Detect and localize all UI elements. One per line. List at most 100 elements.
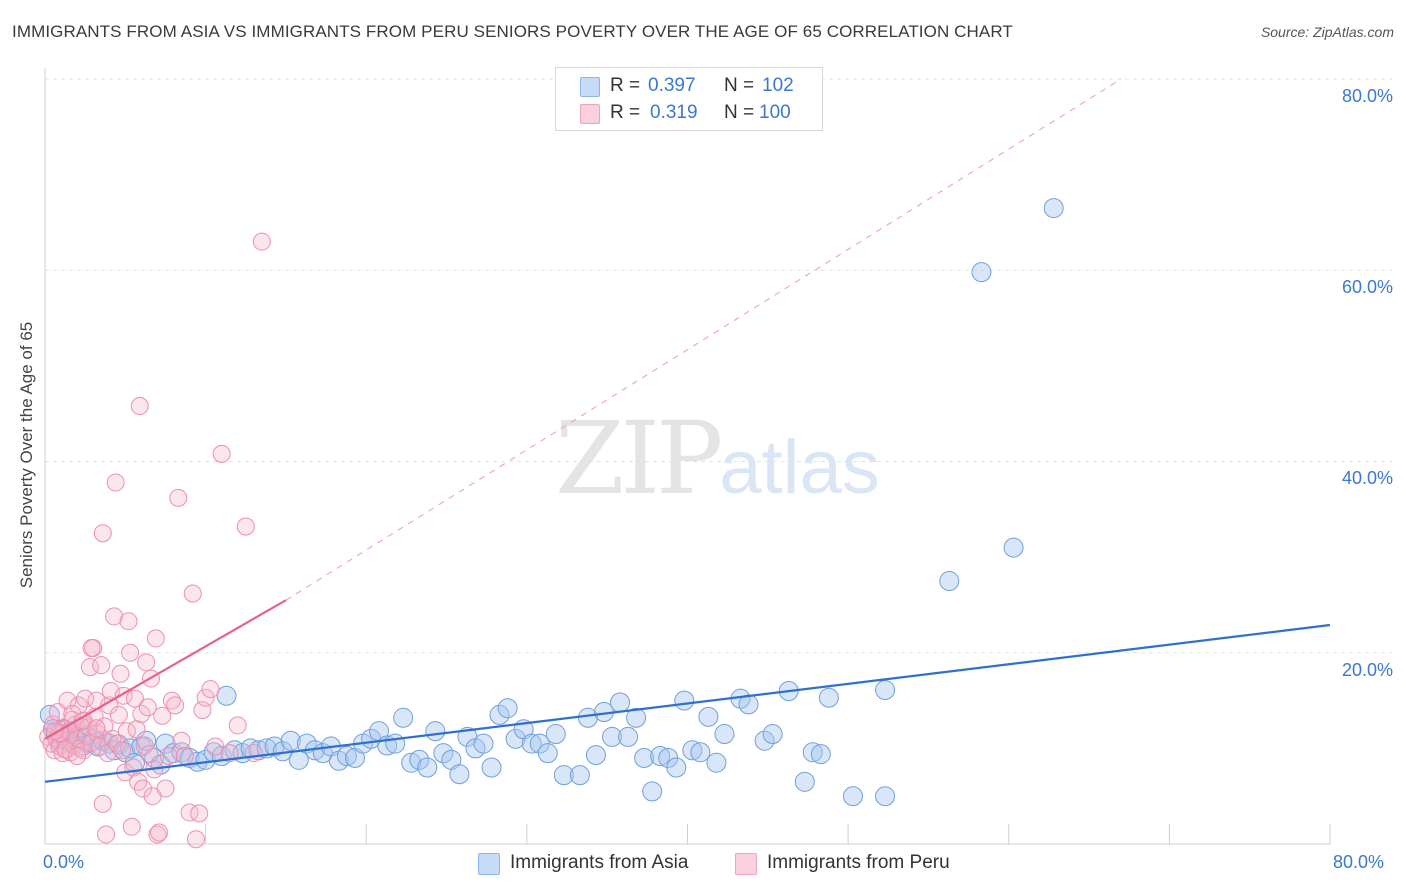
data-point-asia — [875, 680, 896, 701]
data-point-peru — [201, 680, 220, 699]
data-point-peru — [82, 638, 101, 657]
data-point-peru — [56, 740, 75, 759]
data-point-asia — [425, 721, 446, 742]
data-point-peru — [98, 744, 117, 763]
data-point-asia — [714, 724, 735, 745]
data-point-peru — [228, 716, 247, 735]
data-point-peru — [236, 517, 255, 536]
x-tick-label: 80.0% — [1333, 852, 1385, 872]
data-point-peru — [58, 691, 77, 710]
data-point-peru — [130, 397, 149, 416]
data-point-peru — [169, 488, 188, 507]
data-point-peru — [153, 706, 172, 725]
data-point-peru — [109, 705, 128, 724]
watermark-atlas: atlas — [719, 425, 880, 510]
data-point-asia — [650, 746, 671, 767]
data-point-peru — [80, 658, 99, 677]
data-point-peru — [220, 744, 239, 763]
data-point-asia — [473, 733, 494, 754]
data-point-asia — [401, 752, 422, 773]
data-point-asia — [634, 747, 655, 768]
y-tick-label: 60.0% — [1341, 277, 1393, 297]
bottom-legend-label-asia: Immigrants from Asia — [510, 852, 689, 873]
trendline-asia — [44, 623, 1331, 783]
legend-n-label: N = — [724, 75, 755, 96]
data-point-peru — [122, 817, 141, 836]
y-tick-label: 40.0% — [1341, 468, 1393, 488]
data-point-peru — [48, 703, 67, 722]
data-point-peru — [156, 779, 175, 798]
data-point-asia — [618, 726, 639, 747]
data-point-peru — [138, 698, 157, 717]
data-point-asia — [409, 749, 430, 770]
y-tick-label: 20.0% — [1341, 660, 1393, 680]
data-point-asia — [537, 743, 558, 764]
legend-r-label: R = — [610, 75, 641, 96]
trendline-peru-extended — [285, 78, 1122, 601]
data-point-peru — [175, 747, 194, 766]
legend-n-label: N = — [724, 102, 755, 123]
data-point-asia — [810, 744, 831, 765]
data-point-asia — [939, 571, 960, 592]
data-point-peru — [87, 719, 106, 738]
y-tick-label: 80.0% — [1341, 86, 1393, 106]
data-point-asia — [794, 771, 815, 792]
data-point-asia — [642, 781, 663, 802]
data-point-peru — [113, 741, 132, 760]
y-axis-label: Seniors Poverty Over the Age of 65 — [17, 321, 36, 589]
data-point-peru — [212, 444, 231, 463]
data-point-peru — [244, 744, 263, 763]
data-point-peru — [166, 696, 185, 715]
data-point-asia — [481, 757, 502, 778]
data-point-asia — [489, 704, 510, 725]
data-point-asia — [602, 726, 623, 747]
x-tick-label: 0.0% — [43, 852, 85, 872]
watermark: ZIPatlas — [555, 400, 880, 517]
data-point-asia — [1043, 198, 1064, 219]
data-point-peru — [190, 804, 209, 823]
data-point-asia — [674, 690, 695, 711]
data-point-peru — [159, 747, 178, 766]
data-point-peru — [183, 584, 202, 603]
legend-r-label: R = — [610, 102, 641, 123]
data-point-peru — [93, 524, 112, 543]
data-point-peru — [127, 720, 146, 739]
chart-source: Source: ZipAtlas.com — [1260, 24, 1394, 40]
data-point-peru — [125, 689, 144, 708]
legend-r-value: 0.319 — [650, 102, 698, 123]
data-point-peru — [137, 653, 156, 672]
data-point-peru — [140, 745, 159, 764]
legend-n-value: 102 — [762, 75, 794, 96]
data-point-peru — [133, 779, 152, 798]
data-point-peru — [132, 704, 151, 723]
data-point-asia — [280, 730, 301, 751]
bottom-legend-label-peru: Immigrants from Peru — [767, 852, 950, 873]
data-point-asia — [553, 765, 574, 786]
data-point-peru — [92, 656, 111, 675]
data-point-asia — [449, 764, 470, 785]
data-point-asia — [569, 765, 590, 786]
data-point-asia — [393, 707, 414, 728]
data-point-peru — [97, 825, 116, 844]
data-point-asia — [216, 685, 237, 706]
data-point-asia — [690, 742, 711, 763]
data-point-asia — [195, 749, 216, 770]
chart-title: IMMIGRANTS FROM ASIA VS IMMIGRANTS FROM … — [12, 22, 1013, 41]
data-point-asia — [706, 752, 727, 773]
data-point-asia — [875, 786, 896, 807]
bottom-legend-swatch-peru — [735, 853, 757, 875]
legend: R = 0.397 N = 102 R = 0.319 N = 100 — [555, 67, 823, 131]
data-point-asia — [666, 757, 687, 778]
data-point-asia — [240, 738, 261, 759]
data-point-peru — [162, 691, 181, 710]
data-point-asia — [682, 740, 703, 761]
data-point-peru — [93, 794, 112, 813]
data-point-peru — [172, 731, 191, 750]
data-point-peru — [135, 736, 154, 755]
data-point-asia — [818, 687, 839, 708]
data-point-asia — [626, 707, 647, 728]
data-point-asia — [585, 745, 606, 766]
data-point-asia — [971, 262, 992, 283]
data-point-asia — [842, 786, 863, 807]
